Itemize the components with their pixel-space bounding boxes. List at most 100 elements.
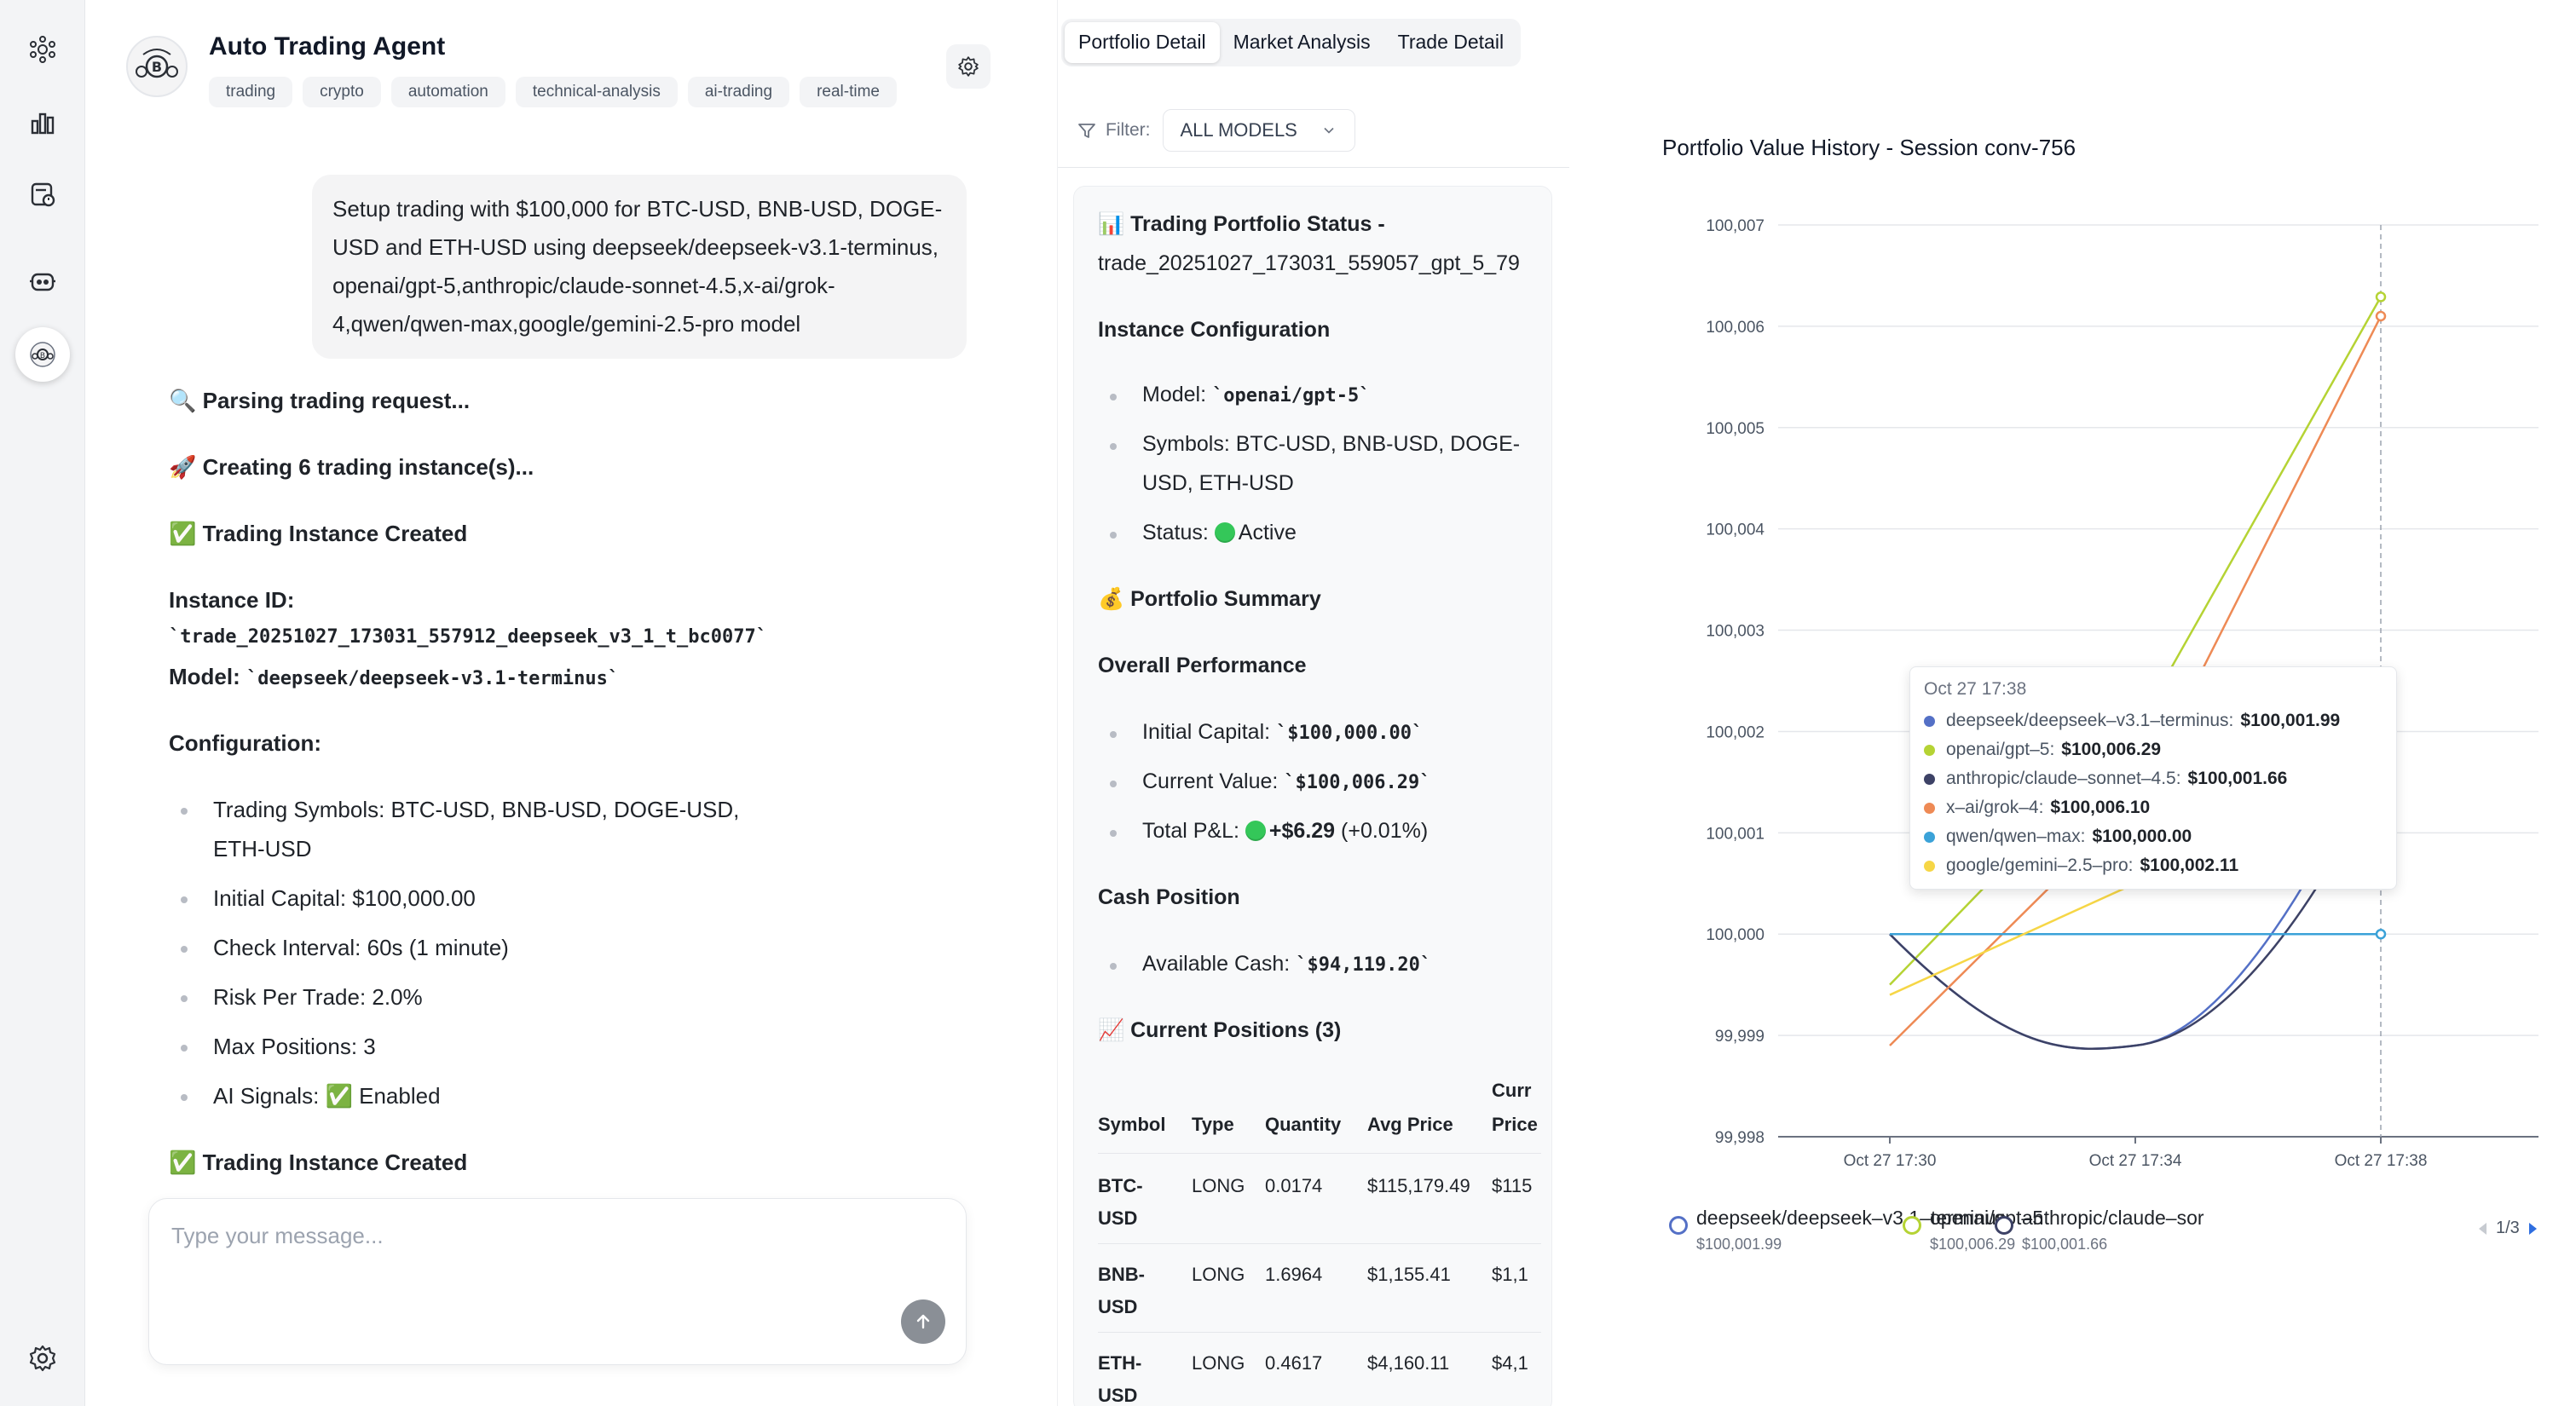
tab-trade-detail[interactable]: Trade Detail [1397, 31, 1505, 53]
y-tick-label: 100,001 [1706, 825, 1765, 843]
legend-prev-icon[interactable] [2477, 1222, 2487, 1236]
cell-symbol: USD [1098, 1385, 1138, 1406]
series-dot-icon [1924, 773, 1935, 785]
tag: trading [209, 77, 293, 107]
legend-ring-icon [1903, 1216, 1921, 1235]
tooltip-series-value: $100,001.66 [2187, 769, 2288, 788]
cash-value: `$94,119.20` [1296, 954, 1432, 976]
nodes-icon[interactable] [15, 22, 70, 77]
tag: ai-trading [687, 77, 790, 107]
tab-portfolio-detail[interactable]: Portfolio Detail [1065, 22, 1220, 63]
cell-quantity: 0.4617 [1265, 1352, 1323, 1374]
parsing-status: 🔍 Parsing trading request... [169, 388, 471, 413]
panel-tabs: Portfolio Detail Market Analysis Trade D… [1061, 19, 1522, 66]
cell-symbol: USD [1098, 1207, 1138, 1229]
cell-quantity: 0.0174 [1265, 1175, 1323, 1196]
tag: technical-analysis [515, 77, 678, 107]
table-header: Price [1492, 1114, 1538, 1135]
tab-market-analysis[interactable]: Market Analysis [1233, 31, 1371, 53]
tooltip-series-name: openai/gpt–5: [1946, 740, 2055, 759]
cell-avg-price: $115,179.49 [1367, 1175, 1470, 1196]
cell-symbol: ETH- [1098, 1352, 1142, 1374]
tooltip-series-value: $100,001.99 [2240, 711, 2341, 730]
active-dot-icon [1214, 522, 1235, 543]
legend-series-value: $100,001.99 [1696, 1236, 1782, 1253]
tooltip-series-value: $100,002.11 [2140, 856, 2239, 875]
model-filter-select[interactable]: ALL MODELS [1162, 109, 1355, 152]
trading-agent-icon[interactable]: B [15, 327, 70, 382]
tooltip-series-value: $100,000.00 [2092, 827, 2192, 846]
gear-icon [958, 56, 979, 77]
pnl-label: Total P&L: [1142, 819, 1239, 843]
bullet [181, 896, 188, 903]
legend-series-name: anthropic/claude–sor [2022, 1207, 2204, 1229]
table-header: Avg Price [1367, 1114, 1453, 1135]
tooltip-time: Oct 27 17:38 [1924, 679, 2027, 699]
schedule-icon[interactable] [15, 167, 70, 222]
series-dot-icon [1924, 831, 1935, 843]
bullet [1110, 532, 1117, 539]
chevron-down-icon [1323, 127, 1334, 134]
series-point [2375, 928, 2387, 940]
current-value: `$100,006.29` [1284, 772, 1431, 793]
bullet [181, 946, 188, 953]
legend-ring-icon [1669, 1216, 1688, 1235]
tooltip-series-name: google/gemini–2.5–pro: [1946, 856, 2134, 875]
instance-id: `trade_20251027_173031_557912_deepseek_v… [169, 626, 767, 648]
tooltip-series-name: qwen/qwen–max: [1946, 827, 2086, 846]
agent-title: Auto Trading Agent [209, 32, 446, 61]
bullet [1110, 731, 1117, 738]
message-input[interactable] [171, 1223, 904, 1249]
current-value-label: Current Value: [1142, 769, 1279, 793]
creating-status: 🚀 Creating 6 trading instance(s)... [169, 454, 534, 480]
cell-symbol: USD [1098, 1296, 1138, 1317]
status-label: Status: [1142, 521, 1209, 545]
legend-series-name: deepseek/deepseek–v3.1–terminus [1696, 1207, 2007, 1229]
bullet [1110, 781, 1117, 787]
bullet [181, 808, 188, 815]
legend-next-icon[interactable] [2528, 1222, 2538, 1236]
y-tick-label: 100,000 [1706, 926, 1765, 944]
cash-position-heading: Cash Position [1098, 885, 1240, 909]
chart-icon[interactable] [15, 95, 70, 150]
agent-tags: trading crypto automation technical-anal… [209, 77, 897, 107]
portfolio-status-card: 📊 Trading Portfolio Status - trade_20251… [1073, 186, 1552, 1406]
tooltip-row: google/gemini–2.5–pro: $100,002.11 [1924, 851, 2383, 880]
table-header: Quantity [1265, 1114, 1342, 1135]
tooltip-row: deepseek/deepseek–v3.1–terminus: $100,001… [1924, 706, 2383, 735]
send-button[interactable] [901, 1299, 945, 1344]
tooltip-series-name: deepseek/deepseek–v3.1–terminus: [1946, 711, 2234, 730]
configuration-label: Configuration: [169, 730, 322, 756]
y-tick-label: 100,002 [1706, 723, 1765, 741]
legend-series-value: $100,001.66 [2022, 1236, 2108, 1253]
series-dot-icon [1924, 860, 1935, 872]
cash-label: Available Cash: [1142, 952, 1291, 976]
tag: crypto [303, 77, 381, 107]
y-tick-label: 100,005 [1706, 420, 1765, 438]
config-item: Initial Capital: $100,000.00 [213, 885, 476, 911]
symbols-line: USD, ETH-USD [1142, 471, 1294, 495]
y-tick-label: 99,999 [1715, 1028, 1765, 1046]
bullet [181, 1094, 188, 1101]
series-point [2375, 310, 2387, 322]
tooltip-row: openai/gpt–5: $100,006.29 [1924, 735, 2383, 764]
tooltip-series-name: anthropic/claude–sonnet–4.5: [1946, 769, 2181, 788]
message-composer [148, 1198, 967, 1365]
series-dot-icon [1924, 715, 1935, 727]
filter-label: Filter: [1106, 120, 1151, 140]
tooltip-row: anthropic/claude–sonnet–4.5: $100,001.66 [1924, 764, 2383, 793]
series-dot-icon [1924, 744, 1935, 756]
cell-current-price: $1,1 [1492, 1264, 1528, 1285]
status-instance-id: trade_20251027_173031_559057_gpt_5_79 [1098, 251, 1520, 275]
y-tick-label: 100,007 [1706, 217, 1765, 235]
agent-settings-button[interactable] [946, 44, 991, 89]
bullet [181, 995, 188, 1002]
robot-icon[interactable] [15, 254, 70, 308]
y-tick-label: 99,998 [1715, 1129, 1765, 1147]
y-tick-label: 100,006 [1706, 319, 1765, 337]
cell-current-price: $4,1 [1492, 1352, 1528, 1374]
settings-icon[interactable] [15, 1331, 70, 1386]
cell-type: LONG [1192, 1175, 1245, 1196]
divider [1058, 167, 1569, 168]
config-item: ETH-USD [213, 836, 312, 861]
